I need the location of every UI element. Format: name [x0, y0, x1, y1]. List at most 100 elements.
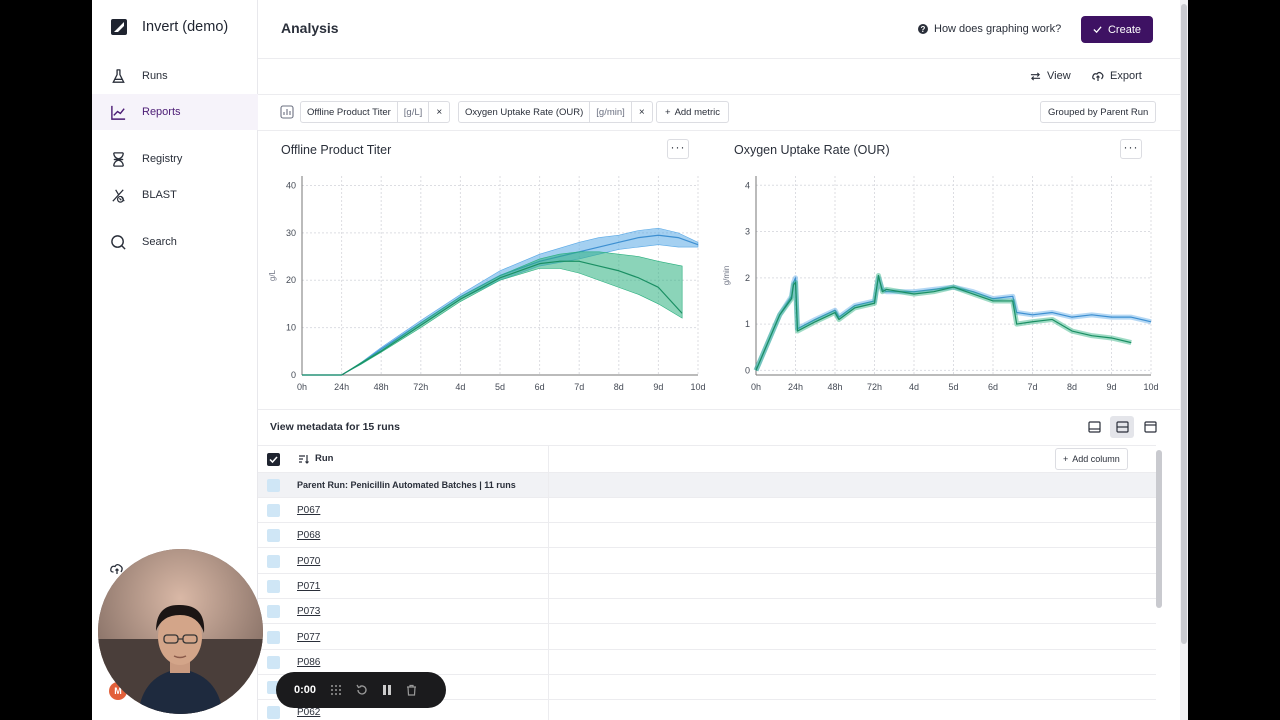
layout-top-toggle[interactable]	[1138, 416, 1162, 438]
table-scrollbar[interactable]	[1156, 450, 1162, 608]
row-checkbox[interactable]	[267, 579, 280, 593]
x-tick-label: 48h	[827, 382, 842, 392]
sidebar-item-runs[interactable]: Runs	[92, 58, 258, 94]
chart-more-button[interactable]: ···	[1120, 139, 1142, 159]
brand[interactable]: Invert (demo)	[110, 18, 228, 36]
table-row[interactable]: P062	[258, 700, 1156, 720]
view-button[interactable]: View	[1030, 70, 1071, 82]
metric-chip-unit: [g/min]	[590, 102, 632, 122]
table-row[interactable]: P073	[258, 599, 1156, 625]
sidebar-item-reports[interactable]: Reports	[92, 94, 258, 130]
y-tick-label: 10	[286, 323, 296, 333]
sidebar-item-registry[interactable]: Registry	[92, 141, 258, 177]
x-tick-label: 7d	[1027, 382, 1037, 392]
divider	[258, 130, 1188, 131]
add-column-button[interactable]: + Add column	[1055, 448, 1128, 470]
chart-line-icon	[111, 105, 126, 120]
x-tick-label: 8d	[614, 382, 624, 392]
export-button[interactable]: Export	[1092, 70, 1142, 82]
run-link[interactable]: P073	[297, 606, 321, 618]
chart-more-button[interactable]: ···	[667, 139, 689, 159]
x-tick-label: 4d	[455, 382, 465, 392]
window-scrollbar-thumb[interactable]	[1181, 4, 1187, 644]
table-row[interactable]: P086	[258, 650, 1156, 675]
more-icon: ···	[670, 140, 686, 154]
search-icon	[111, 234, 126, 250]
add-metric-button[interactable]: + Add metric	[656, 101, 729, 123]
row-checkbox[interactable]	[267, 479, 280, 492]
x-tick-label: 9d	[1106, 382, 1116, 392]
row-checkbox[interactable]	[267, 605, 280, 619]
y-tick-label: 40	[286, 180, 296, 190]
create-label: Create	[1107, 23, 1142, 36]
sidebar-item-label: Registry	[142, 153, 183, 165]
table-row[interactable]: P068	[258, 523, 1156, 549]
help-link[interactable]: ? How does graphing work?	[918, 23, 1061, 35]
run-link[interactable]: P062	[297, 707, 321, 719]
run-link[interactable]: P070	[297, 555, 321, 567]
sidebar-item-search[interactable]: Search	[92, 224, 258, 260]
sidebar-item-label: Runs	[142, 70, 168, 82]
table-group-row[interactable]: Parent Run: Penicillin Automated Batches…	[258, 473, 1156, 498]
table-row[interactable]: P071	[258, 574, 1156, 599]
main-content: Analysis ? How does graphing work? Creat…	[258, 0, 1188, 720]
y-tick-label: 0	[291, 370, 296, 380]
recording-toolbar: 0:00	[276, 672, 446, 708]
select-all-checkbox[interactable]	[267, 453, 280, 466]
y-tick-label: 0	[745, 365, 750, 375]
view-label: View	[1047, 70, 1071, 82]
layout-split-toggle[interactable]	[1110, 416, 1134, 438]
dna-icon	[113, 151, 124, 167]
metric-chip-our[interactable]: Oxygen Uptake Rate (OUR) [g/min] ×	[458, 101, 653, 123]
blast-icon	[112, 188, 125, 203]
layout-bottom-toggle[interactable]	[1082, 416, 1106, 438]
titer-chart: 0h 24h 48h 72h 4d 5d 6d 7d 8d 9d 10d 0 10 20 30 40 g/L	[268, 176, 706, 392]
sidebar-item-blast[interactable]: BLAST	[92, 177, 258, 213]
table-row[interactable]: P070	[258, 549, 1156, 574]
y-tick-label: 20	[286, 275, 296, 285]
sidebar-item-label: BLAST	[142, 189, 177, 201]
run-link[interactable]: P086	[297, 656, 321, 668]
column-header-run[interactable]: Run	[298, 453, 333, 464]
question-icon: ?	[918, 24, 928, 34]
upload-icon[interactable]	[110, 563, 124, 575]
restart-icon[interactable]	[356, 684, 368, 696]
table-row[interactable]: P077	[258, 625, 1156, 650]
row-checkbox[interactable]	[267, 655, 280, 669]
row-checkbox[interactable]	[267, 504, 280, 517]
row-checkbox[interactable]	[267, 554, 280, 568]
trash-icon[interactable]	[406, 684, 417, 696]
presenter-video	[98, 549, 263, 714]
run-link[interactable]: P077	[297, 631, 321, 643]
grid-dots-icon[interactable]	[330, 684, 342, 696]
panel-top-icon	[1143, 421, 1157, 433]
metric-chip-unit: [g/L]	[398, 102, 430, 122]
table-row[interactable]: P067	[258, 498, 1156, 523]
x-tick-label: 24h	[788, 382, 803, 392]
table-header: Run + Add column	[258, 445, 1156, 473]
pause-icon[interactable]	[382, 684, 392, 696]
group-row-label: Parent Run: Penicillin Automated Batches…	[297, 480, 516, 490]
run-link[interactable]: P071	[297, 580, 321, 592]
metric-chip-label: Oxygen Uptake Rate (OUR)	[459, 102, 591, 122]
webcam-overlay	[98, 549, 263, 714]
chart-title-our: Oxygen Uptake Rate (OUR)	[734, 143, 890, 157]
sidebar-item-label: Reports	[142, 106, 181, 118]
run-link[interactable]: P068	[297, 530, 321, 542]
row-checkbox[interactable]	[267, 630, 280, 644]
chart-settings-icon[interactable]	[280, 105, 294, 119]
series-band-1	[302, 251, 683, 376]
y-tick-label: 4	[745, 180, 750, 190]
remove-metric-icon[interactable]: ×	[436, 106, 443, 118]
plus-icon: +	[1063, 454, 1069, 464]
create-button[interactable]: Create	[1081, 16, 1153, 43]
run-link[interactable]: P067	[297, 505, 321, 516]
x-tick-label: 0h	[751, 382, 761, 392]
row-checkbox[interactable]	[267, 706, 280, 720]
grouped-by-selector[interactable]: Grouped by Parent Run	[1040, 101, 1157, 123]
remove-metric-icon[interactable]: ×	[638, 106, 645, 118]
series-line-1	[302, 260, 683, 376]
metric-chip-titer[interactable]: Offline Product Titer [g/L] ×	[300, 101, 451, 123]
row-checkbox[interactable]	[267, 529, 280, 543]
column-header-label: Run	[315, 453, 334, 464]
